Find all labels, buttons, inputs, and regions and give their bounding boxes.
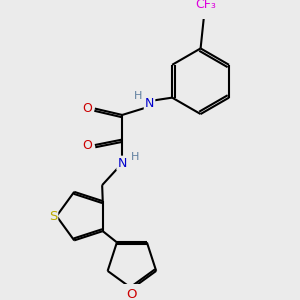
Text: O: O <box>82 102 92 115</box>
Text: O: O <box>82 139 92 152</box>
Text: S: S <box>49 210 57 223</box>
Text: CF₃: CF₃ <box>196 0 217 11</box>
Text: O: O <box>127 288 137 300</box>
Text: H: H <box>131 152 139 162</box>
Text: N: N <box>118 157 127 170</box>
Text: H: H <box>134 91 142 101</box>
Text: N: N <box>145 97 154 110</box>
